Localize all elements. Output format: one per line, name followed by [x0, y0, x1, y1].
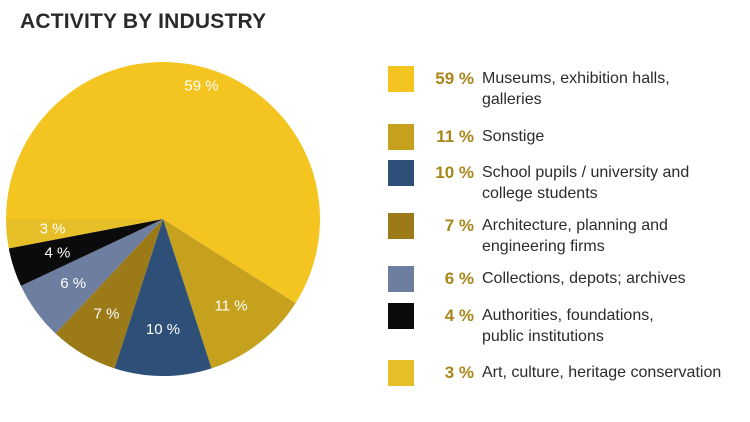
legend-item: 6 % Collections, depots; archives: [388, 266, 750, 292]
slice-label-2: 10 %: [146, 321, 180, 338]
pie-slice-6: [6, 219, 163, 249]
legend-item: 10 % School pupils / university and colle…: [388, 160, 750, 204]
legend-swatch: [388, 124, 414, 150]
pie-slice-5: [8, 219, 164, 286]
legend-item: 7 % Architecture, planning and engineerin…: [388, 213, 750, 257]
legend-swatch: [388, 303, 414, 329]
legend-percent: 4 %: [444, 306, 474, 325]
slice-label-5: 4 %: [44, 244, 70, 261]
slice-label-0: 59 %: [184, 77, 218, 94]
legend: 59 % Museums, exhibition halls, galleries…: [388, 0, 750, 422]
slice-label-3: 7 %: [94, 305, 120, 322]
slice-label-4: 6 %: [60, 275, 86, 292]
pie-slice-0: [6, 61, 321, 304]
legend-swatch: [388, 213, 414, 239]
slice-label-6: 3 %: [40, 220, 66, 237]
legend-label: School pupils / university and college s…: [482, 164, 690, 202]
pie-chart: 59 % 11 % 10 % 7 % 6 % 4 % 3 %: [6, 61, 321, 377]
legend-label: Sonstige: [482, 128, 545, 145]
legend-percent: 3 %: [444, 363, 474, 382]
legend-item: 3 % Art, culture, heritage conservation: [388, 360, 750, 386]
chart-title: ACTIVITY BY INDUSTRY: [20, 10, 267, 33]
legend-percent: 10 %: [435, 163, 474, 182]
pie-slice-4: [20, 219, 163, 334]
legend-label: Authorities, foundations, public institu…: [482, 307, 654, 345]
legend-item: 59 % Museums, exhibition halls, galleries: [388, 66, 750, 110]
pie-slice-3: [55, 219, 163, 369]
legend-percent: 11 %: [436, 127, 474, 146]
pie-slice-1: [163, 219, 296, 369]
legend-percent: 7 %: [444, 216, 474, 235]
legend-label: Collections, depots; archives: [482, 270, 686, 287]
legend-swatch: [388, 66, 414, 92]
legend-item: 11 % Sonstige: [388, 124, 750, 150]
legend-swatch: [388, 160, 414, 186]
legend-label: Museums, exhibition halls, galleries: [482, 70, 670, 108]
legend-percent: 59 %: [435, 69, 474, 88]
legend-label: Art, culture, heritage conservation: [482, 364, 722, 381]
legend-swatch: [388, 266, 414, 292]
legend-item: 4 % Authorities, foundations, public inst…: [388, 303, 750, 347]
legend-swatch: [388, 360, 414, 386]
legend-percent: 6 %: [444, 269, 474, 288]
legend-label: Architecture, planning and engineering f…: [482, 217, 668, 255]
pie-slice-2: [114, 219, 212, 377]
slice-label-1: 11 %: [214, 298, 247, 315]
